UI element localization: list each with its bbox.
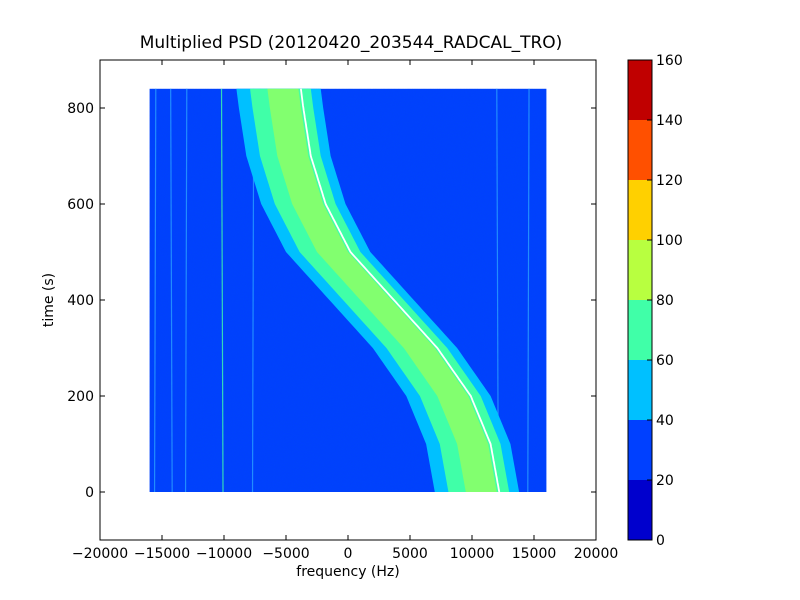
y-tick-label: 400 — [67, 293, 94, 309]
x-tick-label: −15000 — [134, 546, 190, 562]
x-axis-label: frequency (Hz) — [296, 564, 399, 580]
x-axis: −20000 −15000 −10000 −5000 0 5000 10000 15000 20… — [72, 60, 618, 562]
interference-line — [184, 88, 188, 493]
colorbar-tick-label: 60 — [656, 353, 674, 369]
y-tick-label: 200 — [67, 389, 94, 405]
colorbar-tick-label: 0 — [656, 533, 665, 549]
interference-line — [170, 88, 173, 493]
colorbar-segment — [628, 480, 652, 540]
colorbar-segment — [628, 240, 652, 300]
colorbar-segment — [628, 360, 652, 420]
track-center-line — [300, 88, 501, 493]
interference-line — [527, 88, 530, 493]
plot-area — [149, 88, 547, 493]
y-axis-label: time (s) — [41, 273, 57, 327]
interference-line — [153, 88, 157, 493]
x-tick-label: 20000 — [574, 546, 619, 562]
colorbar-segment — [628, 420, 652, 480]
x-tick-label: −10000 — [196, 546, 252, 562]
colorbar-segment — [628, 120, 652, 180]
y-tick-label: 800 — [67, 101, 94, 117]
interference-line — [220, 88, 224, 493]
x-tick-label: 15000 — [512, 546, 557, 562]
track-band-80-100 — [267, 88, 497, 493]
x-tick-label: −5000 — [262, 546, 309, 562]
colorbar-tick-label: 100 — [656, 233, 683, 249]
colorbar-segment — [628, 180, 652, 240]
x-tick-label: −20000 — [72, 546, 128, 562]
colorbar-tick-label: 80 — [656, 293, 674, 309]
x-tick-label: 10000 — [450, 546, 495, 562]
y-axis: 0 200 400 600 800 — [67, 101, 596, 501]
x-tick-label: 0 — [344, 546, 353, 562]
y-tick-label: 0 — [85, 485, 94, 501]
colorbar-tick-label: 120 — [656, 173, 683, 189]
colorbar-tick-label: 20 — [656, 473, 674, 489]
colorbar-segment — [628, 300, 652, 360]
chart-title: Multiplied PSD (20120420_203544_RADCAL_T… — [140, 33, 563, 53]
colorbar-tick-label: 40 — [656, 413, 674, 429]
colorbar-segment — [628, 60, 652, 120]
y-tick-label: 600 — [67, 197, 94, 213]
colorbar: 0 20 40 60 80 100 120 140 160 — [627, 53, 683, 549]
colorbar-tick-label: 160 — [656, 53, 683, 69]
x-tick-label: 5000 — [392, 546, 428, 562]
colorbar-tick-label: 140 — [656, 113, 683, 129]
